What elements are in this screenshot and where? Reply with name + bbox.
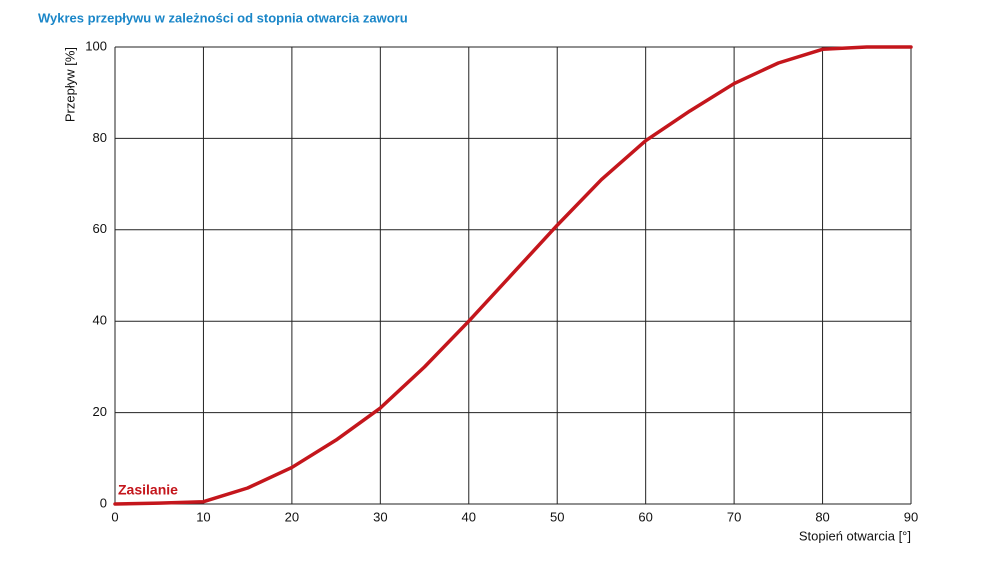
x-tick-label: 0 <box>111 509 118 524</box>
x-axis-label: Stopień otwarcia [°] <box>799 528 911 543</box>
x-tick-label: 50 <box>550 509 564 524</box>
x-tick-label: 70 <box>727 509 741 524</box>
x-tick-label: 80 <box>815 509 829 524</box>
y-tick-label: 80 <box>93 130 107 145</box>
x-tick-label: 60 <box>638 509 652 524</box>
y-tick-label: 20 <box>93 404 107 419</box>
y-tick-label: 60 <box>93 221 107 236</box>
y-tick-label: 100 <box>85 38 107 53</box>
x-tick-label: 90 <box>904 509 918 524</box>
y-tick-label: 0 <box>100 495 107 510</box>
x-tick-label: 40 <box>462 509 476 524</box>
chart-title: Wykres przepływu w zależności od stopnia… <box>38 10 408 25</box>
x-tick-label: 20 <box>285 509 299 524</box>
data-line <box>113 45 913 506</box>
x-tick-label: 10 <box>196 509 210 524</box>
y-axis-label: Przepływ [%] <box>62 47 77 122</box>
series-label: Zasilanie <box>118 482 178 498</box>
y-tick-label: 40 <box>93 313 107 328</box>
x-tick-label: 30 <box>373 509 387 524</box>
